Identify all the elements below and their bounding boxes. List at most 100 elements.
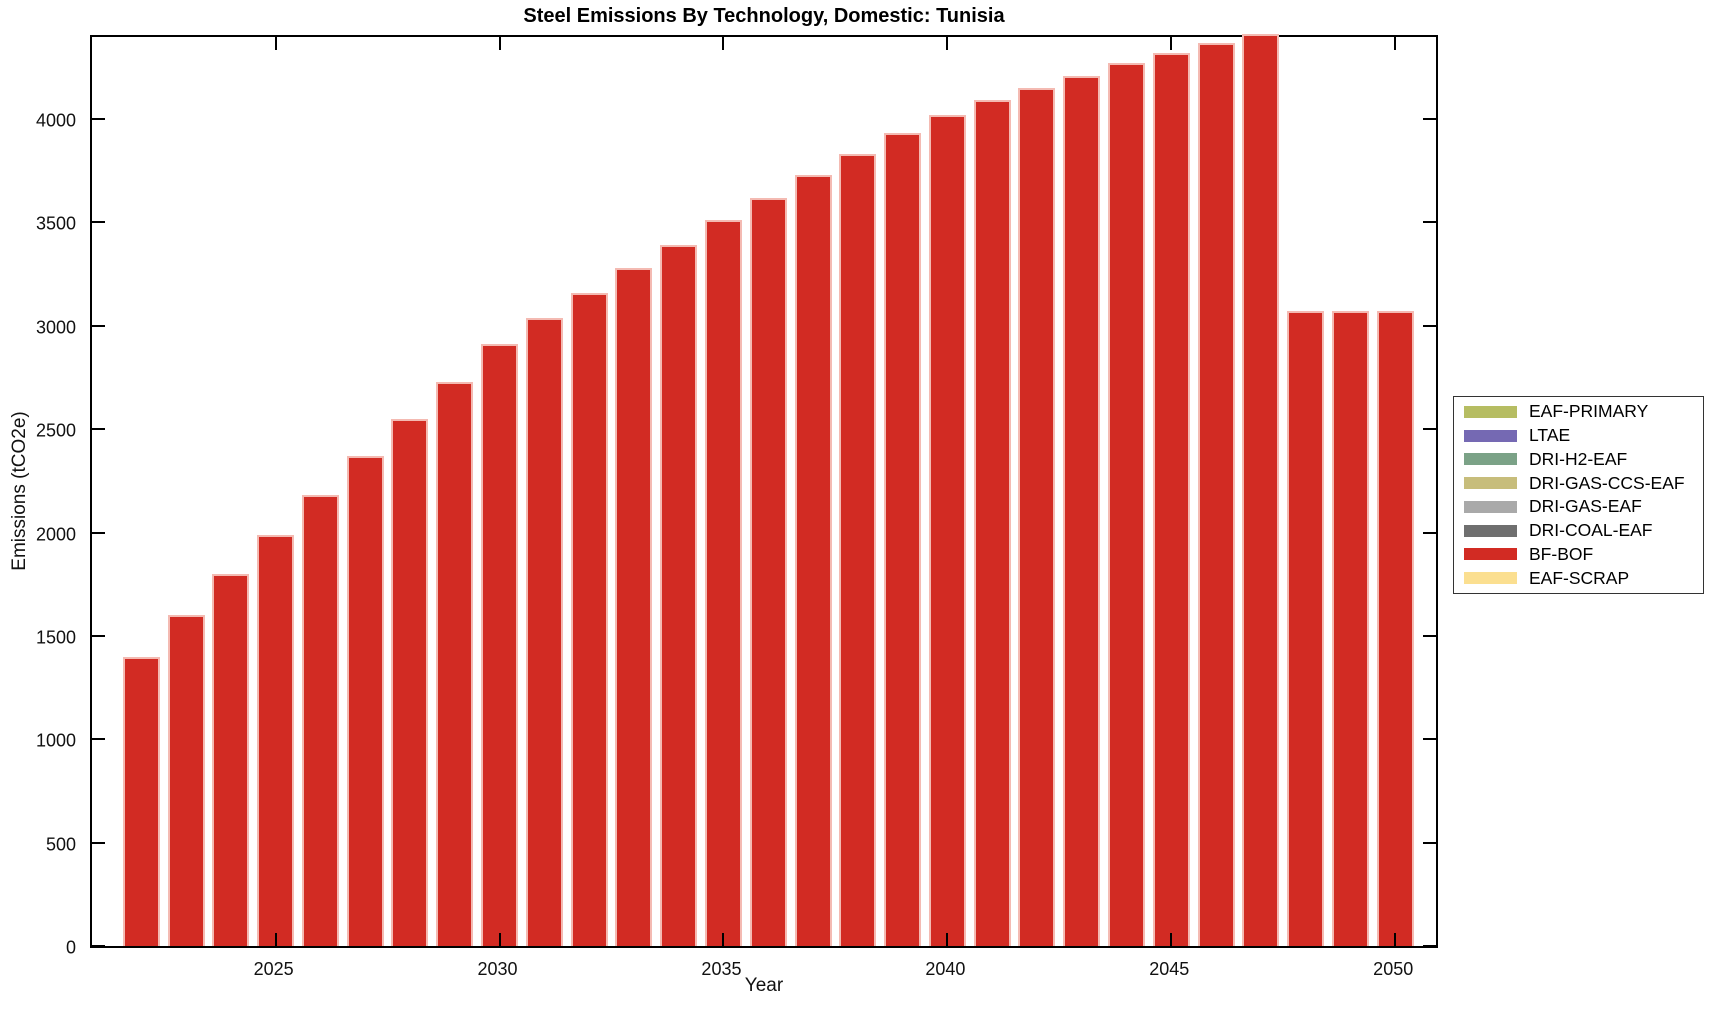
x-tick-label: 2045 [1149,959,1190,979]
legend-swatch [1464,477,1517,490]
bar [1287,311,1325,946]
tick-mark [92,221,105,224]
tick-mark [92,324,105,327]
tick-mark [1170,933,1173,946]
tick-mark [92,634,105,637]
legend-item: EAF-PRIMARY [1454,400,1703,424]
bar [167,615,205,946]
bar [1331,311,1369,946]
y-tick-label: 3000 [35,317,76,338]
legend-swatch [1464,572,1517,585]
bar [1197,42,1235,946]
y-tick-label: 0 [65,937,76,958]
legend-swatch [1464,429,1517,442]
legend-label: DRI-COAL-EAF [1529,520,1653,541]
y-tick-label: 3500 [35,213,76,234]
x-tick-label: 2025 [253,959,294,979]
bar [436,381,474,946]
bar [301,495,339,946]
y-tick-label: 1500 [35,627,76,648]
y-tick-label: 2500 [35,420,76,441]
plot-area [90,34,1438,948]
y-tick-label: 500 [45,834,76,855]
bar [660,245,698,946]
bar [391,418,429,946]
tick-mark [92,118,105,121]
bar [1063,75,1101,946]
tick-mark [92,945,105,947]
legend-label: LTAE [1529,425,1571,446]
bar [839,154,877,946]
bar [1018,88,1056,946]
tick-mark [92,841,105,844]
tick-mark [1423,221,1436,224]
tick-mark [1423,118,1436,121]
legend-label: EAF-SCRAP [1529,567,1630,588]
bar [525,317,563,946]
bar [212,573,250,946]
legend: EAF-PRIMARY LTAE DRI-H2-EAF DRI-GAS-CCS-EAF… [1453,396,1704,594]
bar [884,133,922,946]
x-tick-label: 2050 [1373,959,1414,979]
legend-item: LTAE [1454,424,1703,448]
tick-mark [274,933,277,946]
legend-swatch [1464,405,1517,418]
legend-item: DRI-GAS-CCS-EAF [1454,471,1703,495]
bar [1108,63,1145,946]
legend-swatch [1464,548,1517,561]
legend-label: DRI-GAS-EAF [1529,496,1642,517]
y-tick-label: 1000 [35,730,76,751]
tick-mark [1423,945,1436,947]
tick-mark [498,37,501,50]
bar [346,456,384,946]
tick-mark [1423,841,1436,844]
y-tick-label: 4000 [35,110,76,131]
bar [1376,311,1414,946]
bar [570,292,608,946]
bar [704,220,742,946]
legend-swatch [1464,524,1517,537]
legend-label: DRI-GAS-CCS-EAF [1529,472,1685,493]
tick-mark [1394,933,1397,946]
tick-mark [1394,37,1397,50]
legend-item: EAF-SCRAP [1454,566,1703,590]
legend-label: EAF-PRIMARY [1529,401,1649,422]
legend-swatch [1464,453,1517,466]
tick-mark [946,933,949,946]
legend-label: BF-BOF [1529,543,1594,564]
bar [615,267,653,946]
bar [481,344,519,946]
bar [749,197,787,946]
tick-mark [92,531,105,534]
tick-mark [92,738,105,741]
tick-mark [274,37,277,50]
legend-swatch [1464,500,1517,513]
bar [794,174,832,946]
legend-label: DRI-H2-EAF [1529,448,1628,469]
x-axis-label: Year [744,975,784,996]
legend-item: BF-BOF [1454,543,1703,567]
tick-mark [1423,324,1436,327]
tick-mark [722,37,725,50]
tick-mark [1423,634,1436,637]
tick-mark [1423,738,1436,741]
tick-mark [1423,428,1436,431]
y-tick-label: 2000 [35,524,76,544]
x-tick-label: 2030 [477,959,518,979]
x-tick-label: 2040 [925,959,966,979]
bar [122,656,160,946]
bar [1152,52,1190,946]
bar [257,534,295,946]
x-tick-label: 2035 [701,959,742,979]
bar [973,100,1011,946]
tick-mark [92,428,105,431]
bars-layer [92,34,1436,946]
bar [1242,34,1280,946]
tick-mark [1423,531,1436,534]
tick-mark [498,933,501,946]
legend-item: DRI-H2-EAF [1454,448,1703,472]
legend-item: DRI-COAL-EAF [1454,519,1703,543]
legend-item: DRI-GAS-EAF [1454,495,1703,519]
tick-mark [946,37,949,50]
